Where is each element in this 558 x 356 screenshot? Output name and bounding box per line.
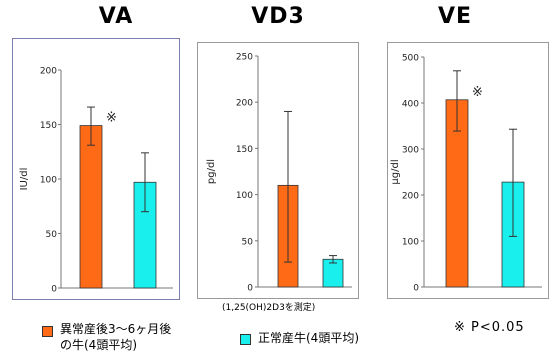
vd3-chart-svg: 0 50 100 150 200 250 pg/dl (206, 53, 352, 294)
va-y-tick-label: 100 (40, 176, 57, 186)
chart-panel-vd3: 0 50 100 150 200 250 pg/dl (197, 42, 359, 299)
va-y-tick-label: 150 (40, 121, 57, 131)
legend-swatch-normal (240, 334, 251, 345)
va-significance-mark: ※ (106, 111, 117, 126)
chart-title-ve: VE (437, 4, 473, 29)
vd3-y-tick-label: 250 (236, 53, 253, 63)
legend-label-normal: 正常産牛(4頭平均) (258, 331, 359, 345)
chart-title-vd3: VD3 (251, 4, 305, 29)
vd3-y-tick-label: 150 (236, 145, 253, 155)
va-y-tick-label: 0 (51, 285, 57, 295)
ve-y-tick-label: 200 (402, 192, 419, 202)
ve-y-tick-label: 300 (402, 146, 419, 156)
va-y-axis-label: IU/dl (19, 168, 30, 191)
va-y-tick-label: 50 (46, 230, 58, 240)
va-y-tick-label: 200 (40, 67, 57, 77)
ve-y-tick-label: 500 (402, 54, 419, 64)
ve-y-tick-label: 400 (402, 100, 419, 110)
legend-label-postpartum-line1: 異常産後3～6ヶ月後 (60, 322, 172, 336)
ve-y-axis-label: μg/dl (390, 159, 401, 184)
va-bar-postpartum (79, 125, 103, 289)
vd3-y-tick-label: 100 (236, 191, 253, 201)
ve-y-tick-label: 0 (413, 284, 419, 294)
significance-note: ※ P<0.05 (454, 320, 525, 335)
va-chart-svg: 0 50 100 150 200 IU/dl ※ (19, 67, 173, 295)
legend-swatch-postpartum (42, 326, 53, 337)
ve-chart-svg: 0 100 200 300 400 500 μg/dl ※ (390, 54, 542, 294)
chart-panel-va: 0 50 100 150 200 IU/dl ※ (12, 38, 180, 300)
chart-title-va: VA (98, 4, 134, 29)
ve-y-tick-label: 100 (402, 238, 419, 248)
legend-label-postpartum-line2: の牛(4頭平均) (60, 338, 137, 352)
vd3-footnote: (1,25(OH)2D3を測定) (222, 303, 316, 313)
chart-panel-ve: 0 100 200 300 400 500 μg/dl ※ (387, 42, 549, 299)
vd3-y-tick-label: 200 (236, 99, 253, 109)
vd3-y-tick-label: 0 (247, 284, 253, 294)
vd3-y-axis-label: pg/dl (206, 159, 217, 184)
ve-significance-mark: ※ (472, 85, 483, 100)
vd3-y-tick-label: 50 (242, 237, 254, 247)
